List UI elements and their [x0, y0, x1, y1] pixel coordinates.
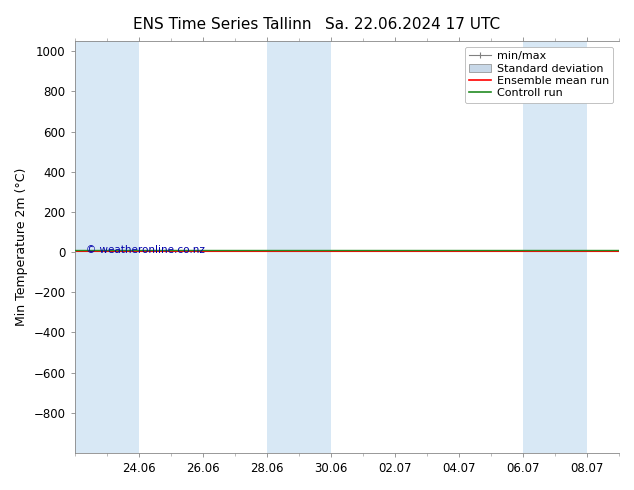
Bar [267, 41, 299, 453]
Legend: min/max, Standard deviation, Ensemble mean run, Controll run: min/max, Standard deviation, Ensemble me… [465, 47, 614, 103]
Text: © weatheronline.co.nz: © weatheronline.co.nz [86, 245, 205, 255]
Text: Sa. 22.06.2024 17 UTC: Sa. 22.06.2024 17 UTC [325, 17, 500, 32]
Bar [75, 41, 139, 453]
Text: ENS Time Series Tallinn: ENS Time Series Tallinn [133, 17, 311, 32]
Y-axis label: Min Temperature 2m (°C): Min Temperature 2m (°C) [15, 168, 28, 326]
Bar [523, 41, 587, 453]
Bar [299, 41, 331, 453]
